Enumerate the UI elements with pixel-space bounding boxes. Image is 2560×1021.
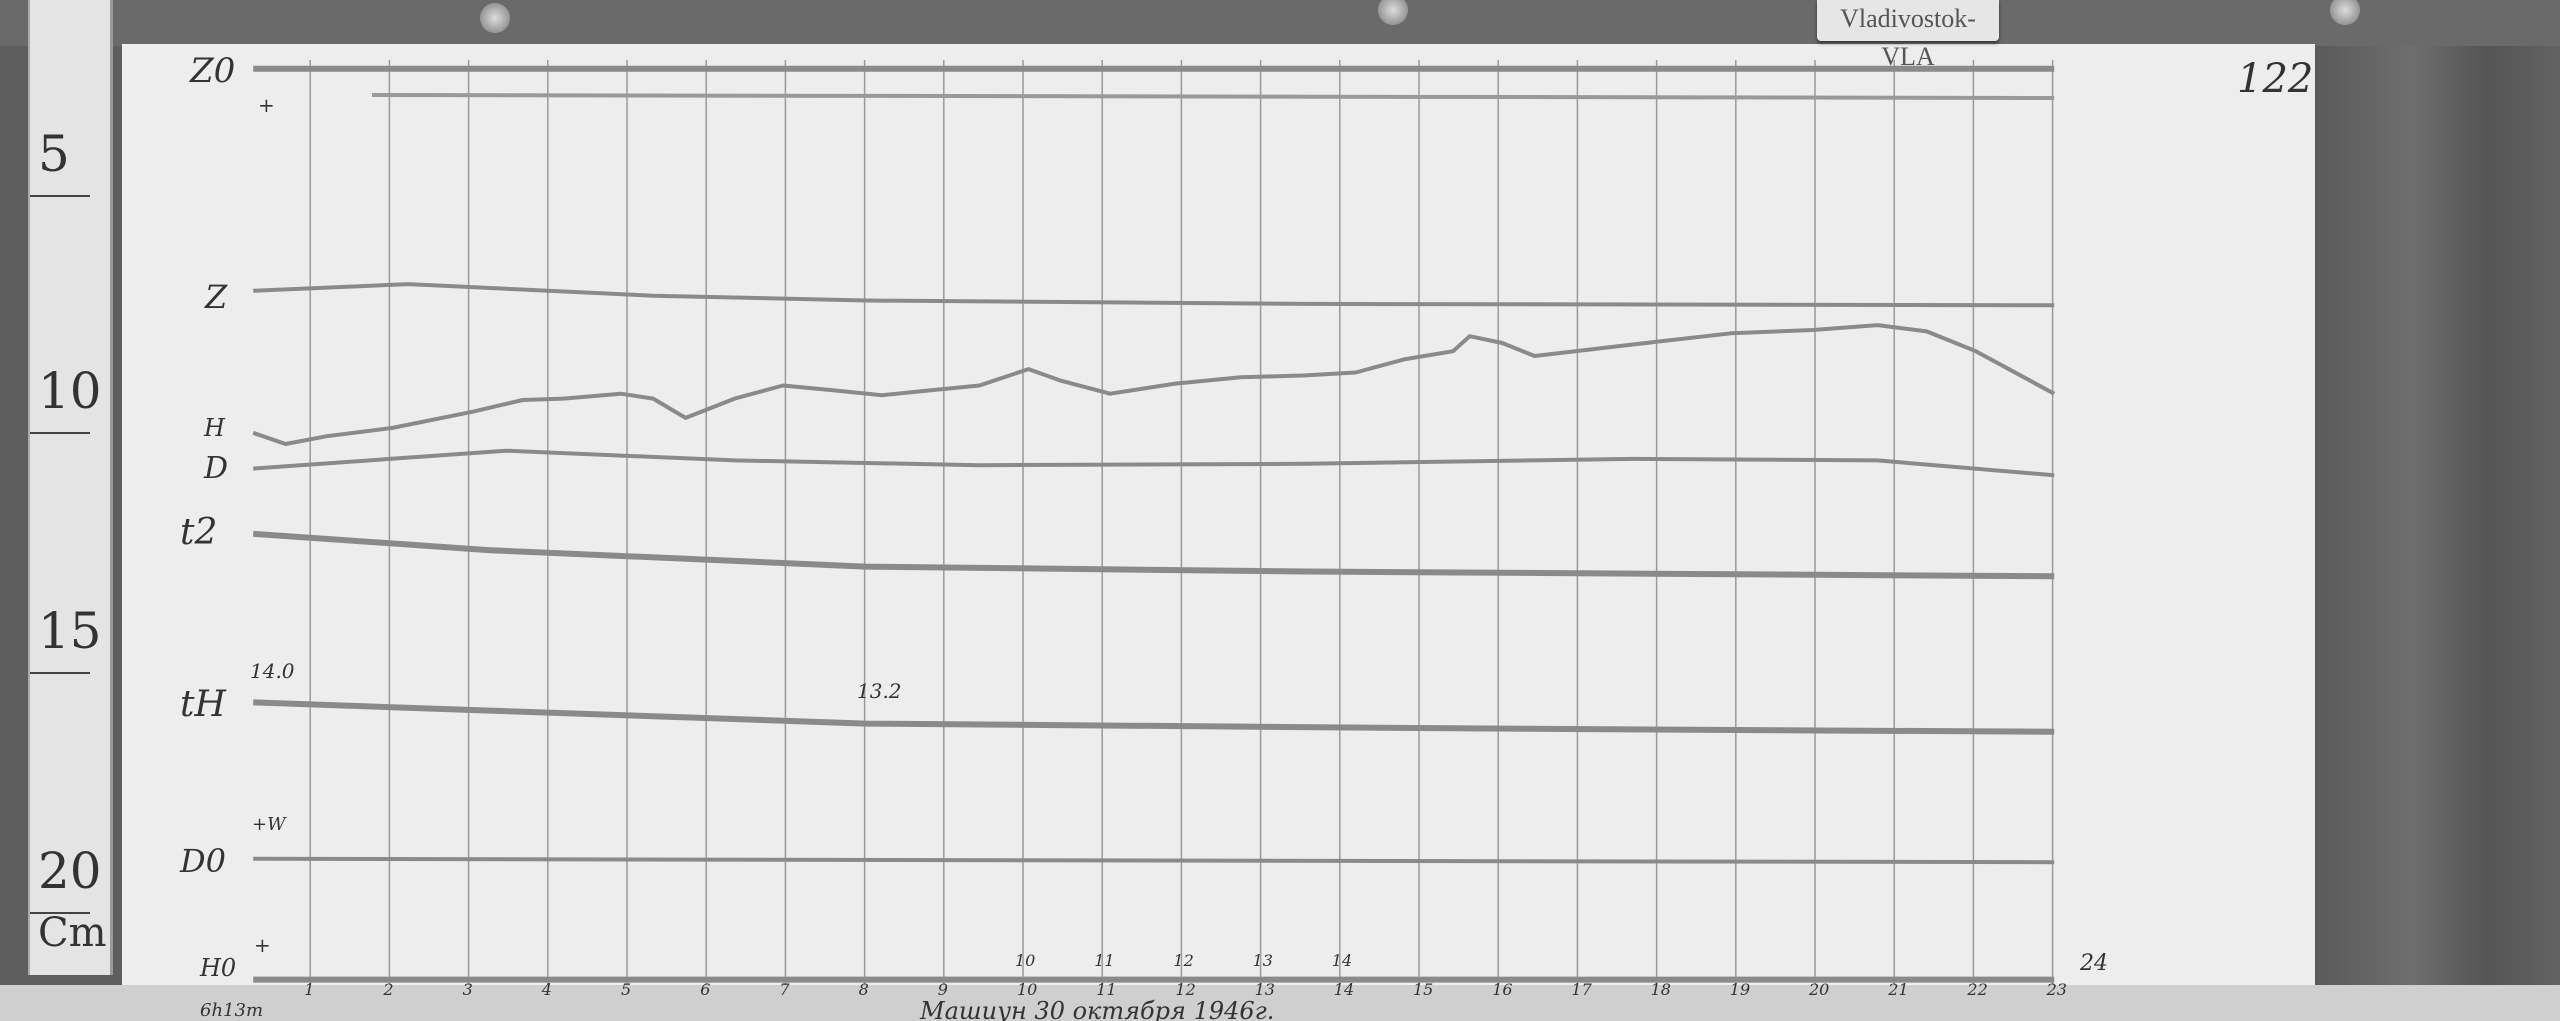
hour-tick-label: 13 [1255,980,1275,999]
th-start-value: 14.0 [250,659,295,683]
ruler-tick [30,912,90,914]
top-frame [0,0,2560,46]
hour-tick-label: 3 [463,980,473,999]
hour-tick-label: 9 [938,980,948,999]
h0-sign: + [254,933,271,957]
hour-tick-label: 18 [1651,980,1671,999]
hour-tick-label-top: 10 [1015,951,1035,970]
d0-sign: +W [252,814,287,835]
screw-icon [480,3,510,33]
hour-tick-label: 17 [1571,980,1592,999]
screw-icon [2330,0,2360,25]
bottom-strip [0,985,2560,1021]
z0-sign: + [258,93,275,117]
hour-tick-label: 11 [1096,980,1116,999]
ruler-tick [30,195,90,197]
hour-tick-label: 16 [1492,980,1512,999]
screw-icon [1378,0,1408,25]
trace-label-t2: t2 [180,512,217,553]
overlay-strip-line [371,93,2055,100]
hour-tick-label: 20 [1808,980,1829,999]
trace-label-d0: D0 [179,842,226,880]
trace-label-th: tH [180,684,226,725]
th-mid-value: 13.2 [857,679,902,703]
hour-tick-label-top: 13 [1253,951,1273,970]
trace-label-z: Z [204,278,228,316]
magnetogram-sheet [122,44,2315,1000]
ruler-tick [30,672,90,674]
ruler-mark: 20 [38,842,102,900]
trace-th [253,699,2055,735]
date-caption: Машиун 30 октября 1946г. [919,997,1274,1021]
hour-tick-label-top: 12 [1173,951,1193,970]
hour-tick-label: 6 [700,980,710,999]
hour-tick-label-top: 14 [1332,951,1352,970]
end-hour-label: 24 [2079,951,2108,976]
sheet-number: 122 [2237,56,2313,102]
ruler-mark: 15 [38,602,102,660]
hour-tick-label: 2 [382,980,393,999]
ruler-mark: 5 [38,125,70,183]
trace-t2 [252,530,2055,580]
ruler-tick [30,432,90,434]
hour-tick-label: 14 [1334,980,1354,999]
hour-tick-label: 12 [1175,980,1195,999]
hour-tick-label: 22 [1966,980,1987,999]
hour-tick-label: 1 [304,980,314,999]
ruler-mark: 10 [38,362,102,420]
hour-tick-label: 19 [1730,980,1750,999]
hour-tick-label: 15 [1413,980,1433,999]
hour-tick-label: 8 [859,980,869,999]
start-time: 6h13m [200,1000,263,1021]
wood-background [2315,46,2560,1021]
trace-label-d: D [203,451,228,486]
cm-ruler: 5 10 15 20 Cm [28,0,113,975]
hour-tick-label: 4 [541,980,552,999]
trace-d0 [253,856,2055,865]
hour-tick-label: 7 [779,980,790,999]
ruler-unit: Cm [38,910,107,956]
trace-d [253,448,2055,478]
hour-tick-label-top: 11 [1094,951,1114,970]
hour-tick-label: 21 [1887,980,1908,999]
trace-z [253,282,2055,308]
hour-tick-label: 23 [2046,980,2067,999]
hour-tick-label: 10 [1017,980,1037,999]
hour-tick-label: 5 [621,980,631,999]
trace-h [252,323,2056,446]
trace-label-z0: Z0 [189,51,235,91]
trace-label-h: H [203,414,226,442]
trace-label-h0: H0 [199,954,236,982]
